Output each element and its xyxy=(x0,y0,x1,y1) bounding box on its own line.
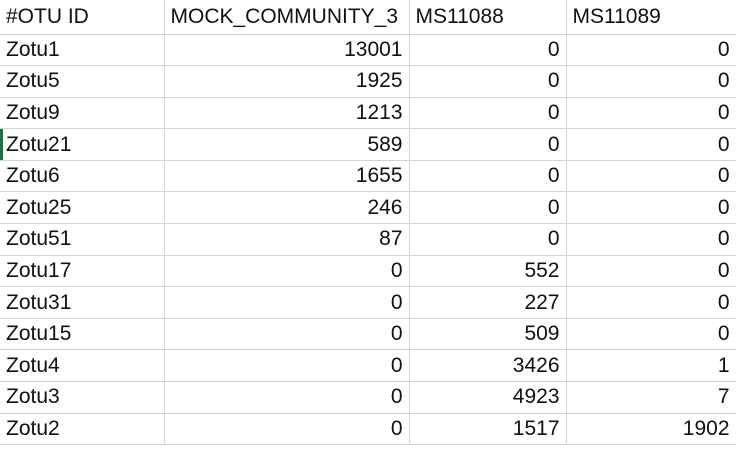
otu-id-cell[interactable]: Zotu17 xyxy=(0,255,165,288)
ms11089-cell[interactable]: 0 xyxy=(566,160,736,193)
mock-community-cell[interactable]: 1925 xyxy=(164,65,410,98)
header-cell-otu-id[interactable]: #OTU ID xyxy=(0,0,165,35)
ms11088-cell[interactable]: 509 xyxy=(409,318,567,351)
mock-community-cell[interactable]: 0 xyxy=(164,318,410,351)
ms11088-cell[interactable]: 0 xyxy=(409,97,567,130)
ms11089-cell[interactable]: 1 xyxy=(566,349,736,383)
table-row: Zotu1 13001 0 0 xyxy=(0,34,736,67)
ms11089-cell[interactable]: 7 xyxy=(566,381,736,414)
otu-id-cell[interactable]: Zotu5 xyxy=(0,65,165,98)
ms11089-cell[interactable]: 0 xyxy=(566,255,736,288)
ms11088-cell[interactable]: 552 xyxy=(409,255,567,288)
header-cell-mock-community-3[interactable]: MOCK_COMMUNITY_3 xyxy=(164,0,410,35)
table-row: Zotu51 87 0 0 xyxy=(0,223,736,256)
ms11089-cell[interactable]: 0 xyxy=(566,128,736,161)
ms11088-cell[interactable]: 3426 xyxy=(409,349,567,383)
ms11089-cell[interactable]: 0 xyxy=(566,318,736,351)
table-row: Zotu9 1213 0 0 xyxy=(0,97,736,130)
ms11088-cell[interactable]: 0 xyxy=(409,160,567,193)
table-row: Zotu21 589 0 0 xyxy=(0,128,736,161)
mock-community-cell[interactable]: 589 xyxy=(164,128,410,161)
table-row: Zotu25 246 0 0 xyxy=(0,191,736,225)
ms11089-cell[interactable]: 0 xyxy=(566,191,736,225)
ms11089-cell[interactable]: 1902 xyxy=(566,413,736,446)
table-row: Zotu17 0 552 0 xyxy=(0,255,736,288)
ms11089-cell[interactable]: 0 xyxy=(566,65,736,98)
mock-community-cell[interactable]: 0 xyxy=(164,255,410,288)
otu-id-cell[interactable]: Zotu6 xyxy=(0,160,165,193)
otu-id-cell[interactable]: Zotu25 xyxy=(0,191,165,225)
otu-id-cell[interactable]: Zotu51 xyxy=(0,223,165,256)
table-row: Zotu31 0 227 0 xyxy=(0,286,736,319)
ms11088-cell[interactable]: 0 xyxy=(409,65,567,98)
mock-community-cell[interactable]: 0 xyxy=(164,381,410,414)
otu-id-cell[interactable]: Zotu3 xyxy=(0,381,165,414)
ms11089-cell[interactable]: 0 xyxy=(566,97,736,130)
mock-community-cell[interactable]: 0 xyxy=(164,286,410,319)
header-cell-ms11088[interactable]: MS11088 xyxy=(409,0,567,35)
otu-id-cell[interactable]: Zotu15 xyxy=(0,318,165,351)
mock-community-cell[interactable]: 1655 xyxy=(164,160,410,193)
ms11088-cell[interactable]: 0 xyxy=(409,223,567,256)
ms11089-cell[interactable]: 0 xyxy=(566,223,736,256)
header-row: #OTU ID MOCK_COMMUNITY_3 MS11088 MS11089 xyxy=(0,0,736,35)
otu-id-cell[interactable]: Zotu4 xyxy=(0,349,165,383)
header-cell-ms11089[interactable]: MS11089 xyxy=(566,0,736,35)
ms11088-cell[interactable]: 227 xyxy=(409,286,567,319)
otu-id-cell[interactable]: Zotu31 xyxy=(0,286,165,319)
ms11089-cell[interactable]: 0 xyxy=(566,286,736,319)
spreadsheet-grid: #OTU ID MOCK_COMMUNITY_3 MS11088 MS11089… xyxy=(0,0,736,446)
table-row: Zotu5 1925 0 0 xyxy=(0,65,736,98)
table-row: Zotu15 0 509 0 xyxy=(0,318,736,351)
table-row: Zotu4 0 3426 1 xyxy=(0,349,736,383)
mock-community-cell[interactable]: 246 xyxy=(164,191,410,225)
otu-id-cell[interactable]: Zotu1 xyxy=(0,34,165,67)
mock-community-cell[interactable]: 1213 xyxy=(164,97,410,130)
ms11088-cell[interactable]: 4923 xyxy=(409,381,567,414)
mock-community-cell[interactable]: 0 xyxy=(164,349,410,383)
mock-community-cell[interactable]: 13001 xyxy=(164,34,410,67)
table-row: Zotu3 0 4923 7 xyxy=(0,381,736,414)
table-row: Zotu2 0 1517 1902 xyxy=(0,413,736,446)
table-row: Zotu6 1655 0 0 xyxy=(0,160,736,193)
ms11089-cell[interactable]: 0 xyxy=(566,34,736,67)
mock-community-cell[interactable]: 87 xyxy=(164,223,410,256)
otu-id-cell[interactable]: Zotu9 xyxy=(0,97,165,130)
otu-id-cell[interactable]: Zotu21 xyxy=(0,128,165,161)
ms11088-cell[interactable]: 0 xyxy=(409,191,567,225)
ms11088-cell[interactable]: 1517 xyxy=(409,413,567,446)
otu-id-cell[interactable]: Zotu2 xyxy=(0,413,165,446)
ms11088-cell[interactable]: 0 xyxy=(409,34,567,67)
ms11088-cell[interactable]: 0 xyxy=(409,128,567,161)
mock-community-cell[interactable]: 0 xyxy=(164,413,410,446)
